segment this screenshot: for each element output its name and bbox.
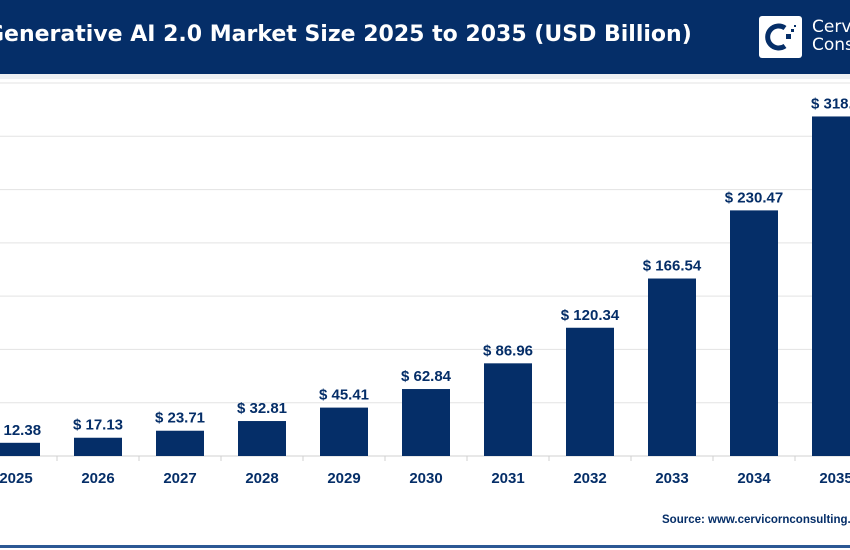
bar-2029 (320, 407, 368, 456)
title-banner: Generative AI 2.0 Market Size 2025 to 20… (0, 0, 850, 74)
logo-line-2: Consulting (812, 35, 850, 55)
bar-2026 (74, 437, 122, 456)
logo-line-1: Cervicorn (812, 17, 850, 37)
x-tick-label-2029: 2029 (327, 470, 360, 487)
data-label-2026: $ 17.13 (73, 417, 123, 434)
data-label-2035: $ 318.6 (811, 95, 850, 112)
x-tick-label-2031: 2031 (491, 470, 524, 487)
x-tick-label-2033: 2033 (655, 470, 688, 487)
bar-2032 (566, 327, 614, 456)
logo-text: Cervicorn Consulting (812, 18, 850, 54)
chart-title: Generative AI 2.0 Market Size 2025 to 20… (0, 22, 692, 47)
x-tick-label-2026: 2026 (81, 470, 114, 487)
data-label-2031: $ 86.96 (483, 342, 533, 359)
bar-2031 (484, 363, 532, 456)
bar-2033 (648, 278, 696, 456)
x-tick-label-2027: 2027 (163, 470, 196, 487)
bar-2028 (238, 421, 286, 456)
logo-icon (759, 16, 802, 58)
data-label-2029: $ 45.41 (319, 387, 369, 404)
bar-2027 (156, 430, 204, 456)
x-tick-label-2028: 2028 (245, 470, 278, 487)
x-tick-label-2030: 2030 (409, 470, 442, 487)
source-note: Source: www.cervicornconsulting.com (662, 514, 850, 526)
data-label-2032: $ 120.34 (561, 307, 620, 324)
x-tick-label-2025: 2025 (0, 470, 33, 487)
bar-2030 (402, 389, 450, 456)
bar-2025 (0, 442, 40, 456)
x-tick-label-2034: 2034 (737, 470, 771, 487)
bottom-rule (0, 545, 850, 548)
bar-2034 (730, 210, 778, 456)
data-label-2033: $ 166.54 (643, 258, 702, 275)
bar-2035 (812, 116, 850, 456)
x-tick-label-2032: 2032 (573, 470, 606, 487)
x-tick-label-2035: 2035 (819, 470, 850, 487)
data-label-2034: $ 230.47 (725, 189, 783, 206)
data-label-2030: $ 62.84 (401, 368, 452, 385)
data-label-2028: $ 32.81 (237, 400, 287, 417)
header-divider (0, 74, 850, 79)
data-label-2025: $ 12.38 (0, 422, 41, 439)
data-label-2027: $ 23.71 (155, 410, 205, 427)
